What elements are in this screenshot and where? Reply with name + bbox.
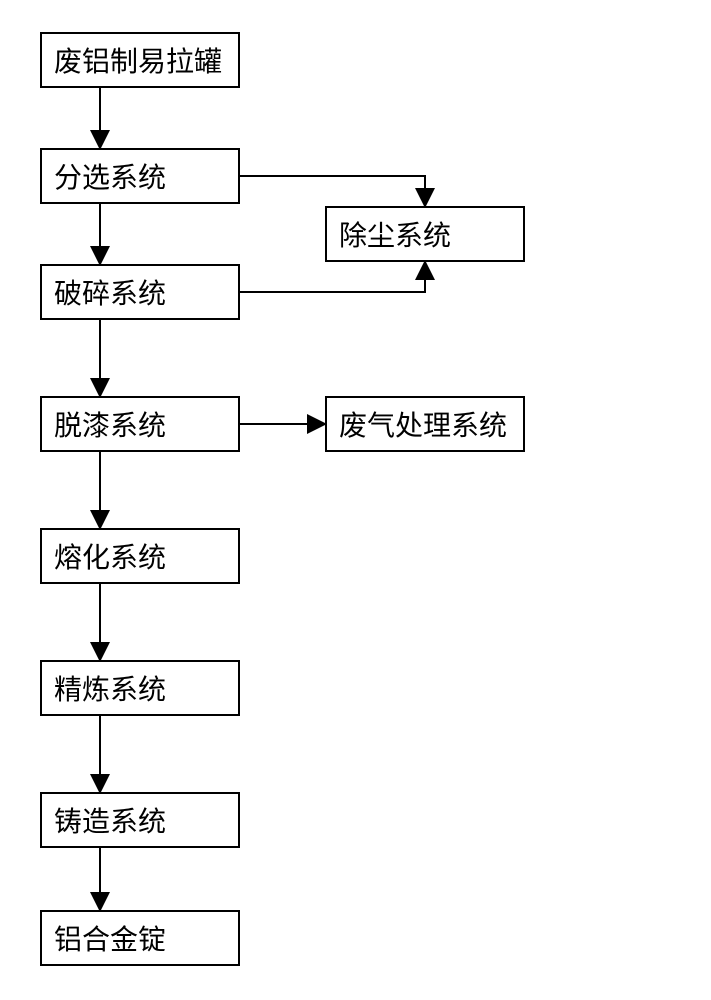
edge-n2-s1: [240, 176, 425, 204]
edge-n3-s1: [240, 264, 425, 292]
flow-arrows: [0, 0, 711, 1000]
